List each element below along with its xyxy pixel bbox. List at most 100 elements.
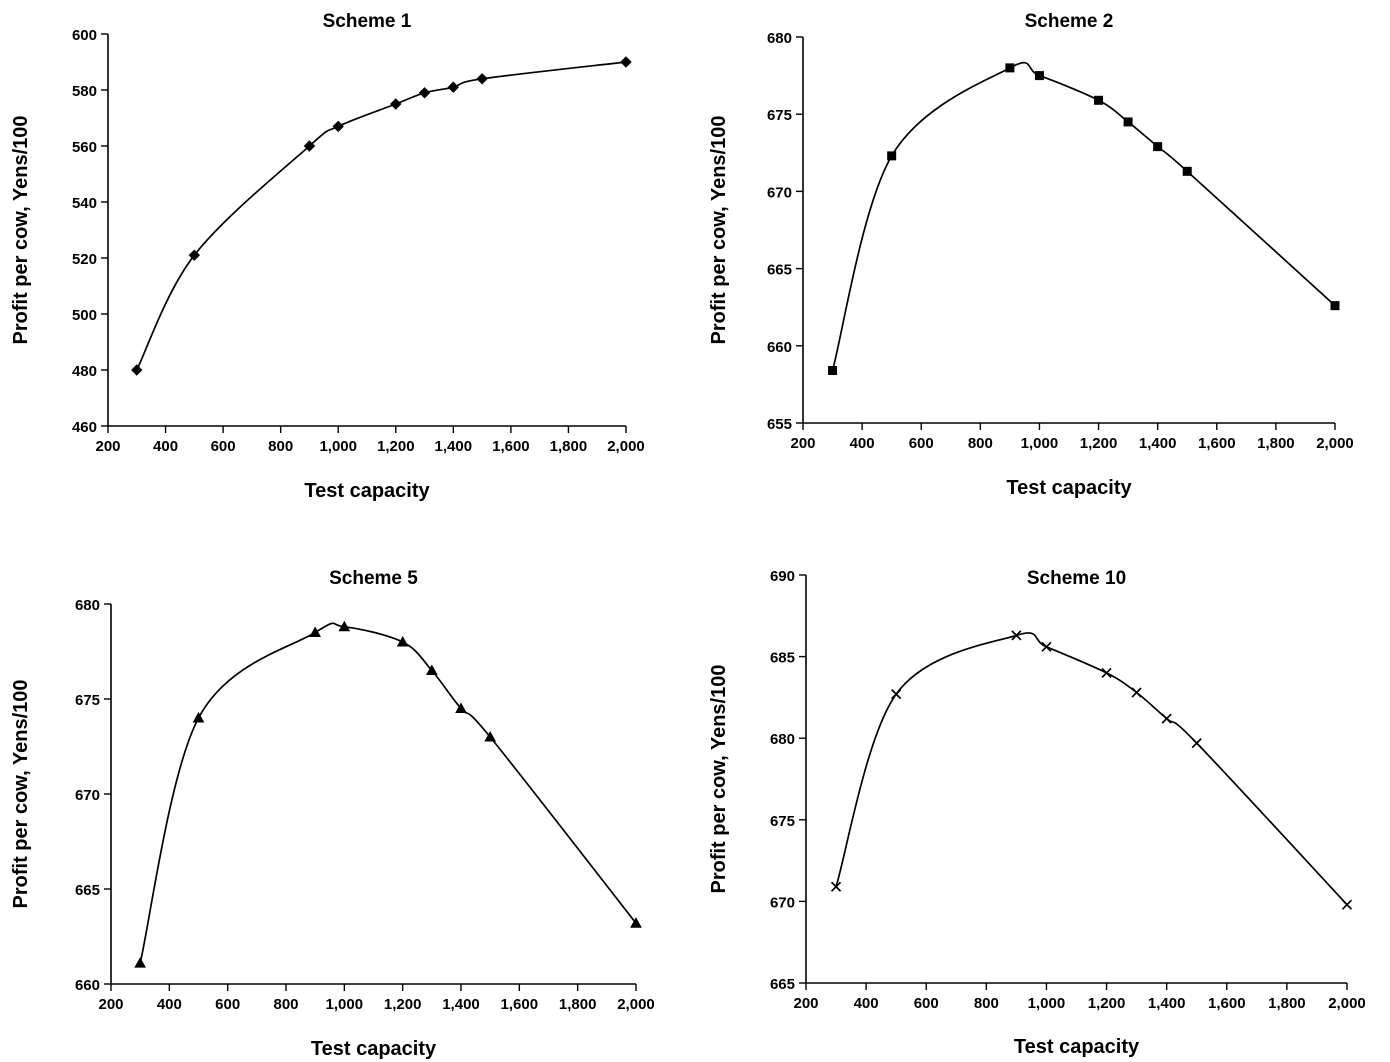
y-tick-label: 675 bbox=[767, 107, 792, 124]
data-point-marker bbox=[1041, 641, 1052, 652]
data-point-marker bbox=[891, 689, 902, 700]
data-point-marker bbox=[455, 702, 467, 713]
data-point-marker bbox=[396, 635, 409, 647]
data-point-marker bbox=[630, 917, 642, 928]
y-axis-title: Profit per cow, Yens/100 bbox=[10, 680, 32, 909]
data-point-marker bbox=[192, 711, 205, 723]
y-tick-label: 655 bbox=[767, 416, 792, 433]
y-axis-title: Profit per cow, Yens/100 bbox=[10, 116, 32, 345]
y-tick-label: 460 bbox=[72, 419, 97, 436]
x-tick-label: 1,200 bbox=[377, 438, 415, 455]
data-point-marker bbox=[425, 664, 438, 675]
data-point-marker bbox=[1011, 630, 1022, 641]
data-point-marker bbox=[338, 620, 351, 632]
data-point-marker bbox=[1123, 117, 1133, 127]
x-tick-label: 1,000 bbox=[1021, 435, 1059, 452]
x-tick-label: 2,000 bbox=[1328, 995, 1366, 1012]
x-tick-label: 1,000 bbox=[319, 438, 357, 455]
data-point-marker bbox=[1034, 71, 1044, 81]
x-tick-label: 200 bbox=[98, 996, 123, 1013]
data-point-marker bbox=[134, 957, 147, 968]
x-tick-label: 1,200 bbox=[384, 996, 422, 1013]
x-tick-label: 1,200 bbox=[1080, 435, 1118, 452]
data-point-marker bbox=[131, 364, 143, 376]
chart-title: Scheme 2 bbox=[1025, 11, 1114, 32]
x-tick-label: 1,600 bbox=[501, 996, 539, 1013]
x-tick-label: 200 bbox=[793, 995, 818, 1012]
x-tick-label: 1,400 bbox=[435, 438, 473, 455]
y-axis-title: Profit per cow, Yens/100 bbox=[708, 665, 730, 894]
y-tick-label: 680 bbox=[75, 597, 100, 614]
y-tick-label: 665 bbox=[770, 976, 795, 993]
x-tick-label: 1,600 bbox=[1198, 435, 1236, 452]
x-tick-label: 2,000 bbox=[607, 438, 645, 455]
y-tick-label: 680 bbox=[770, 731, 795, 748]
x-tick-label: 600 bbox=[909, 435, 934, 452]
series-line bbox=[136, 61, 627, 371]
x-tick-label: 400 bbox=[153, 438, 178, 455]
x-tick-label: 400 bbox=[854, 995, 879, 1012]
y-tick-label: 670 bbox=[767, 184, 792, 201]
x-tick-label: 200 bbox=[95, 438, 120, 455]
x-axis-title: Test capacity bbox=[304, 480, 430, 502]
y-tick-label: 540 bbox=[72, 195, 97, 212]
x-tick-label: 1,800 bbox=[1268, 995, 1306, 1012]
y-tick-label: 690 bbox=[770, 568, 795, 585]
x-tick-label: 600 bbox=[215, 996, 240, 1013]
y-tick-label: 670 bbox=[770, 894, 795, 911]
x-tick-label: 1,400 bbox=[442, 996, 480, 1013]
x-axis-title: Test capacity bbox=[1006, 477, 1132, 499]
data-point-marker bbox=[476, 73, 488, 85]
x-axis-title: Test capacity bbox=[1014, 1036, 1140, 1058]
chart-panel-scheme-1: Scheme 1 460 480 500 520 540 560 580 600 200 400 60… bbox=[10, 11, 645, 502]
x-tick-label: 1,400 bbox=[1139, 435, 1177, 452]
x-tick-label: 1,000 bbox=[326, 996, 364, 1013]
chart-panel-scheme-5: Scheme 5 660 665 670 675 680 200 400 600 800 1,000… bbox=[10, 568, 655, 1060]
data-point-marker bbox=[830, 881, 842, 892]
data-point-marker bbox=[1161, 713, 1172, 724]
x-tick-label: 800 bbox=[268, 438, 293, 455]
y-tick-label: 500 bbox=[72, 307, 97, 324]
series-line bbox=[831, 61, 1336, 371]
x-tick-label: 1,400 bbox=[1148, 995, 1186, 1012]
chart-title: Scheme 5 bbox=[329, 568, 418, 589]
x-tick-label: 1,800 bbox=[550, 438, 588, 455]
y-tick-label: 665 bbox=[767, 262, 792, 279]
y-tick-label: 560 bbox=[72, 139, 97, 156]
y-tick-label: 675 bbox=[75, 692, 100, 709]
data-point-marker bbox=[1330, 301, 1340, 311]
chart-panel-scheme-2: Scheme 2 655 660 665 670 675 680 200 400 600 800 1,… bbox=[708, 11, 1354, 499]
x-tick-label: 400 bbox=[850, 435, 875, 452]
y-tick-label: 660 bbox=[767, 339, 792, 356]
x-tick-label: 1,600 bbox=[492, 438, 530, 455]
data-point-marker bbox=[1191, 737, 1202, 749]
y-tick-label: 670 bbox=[75, 787, 100, 804]
x-tick-label: 800 bbox=[974, 995, 999, 1012]
x-tick-label: 800 bbox=[968, 435, 993, 452]
data-point-marker bbox=[390, 98, 402, 110]
chart-panel-scheme-10: Scheme 10 665 670 675 680 685 690 200 400 600 800 1… bbox=[708, 568, 1366, 1058]
data-point-marker bbox=[484, 730, 497, 742]
y-tick-label: 675 bbox=[770, 813, 795, 830]
x-axis-title: Test capacity bbox=[311, 1038, 437, 1060]
data-point-marker bbox=[887, 151, 897, 161]
x-tick-label: 2,000 bbox=[1316, 435, 1354, 452]
x-tick-label: 1,800 bbox=[559, 996, 597, 1013]
y-tick-label: 680 bbox=[767, 30, 792, 47]
x-tick-label: 1,000 bbox=[1028, 995, 1066, 1012]
data-point-marker bbox=[620, 56, 632, 68]
series-line bbox=[139, 622, 637, 964]
data-point-marker bbox=[447, 81, 460, 93]
y-tick-label: 580 bbox=[72, 83, 97, 100]
x-tick-label: 1,800 bbox=[1257, 435, 1295, 452]
data-point-marker bbox=[1094, 95, 1104, 105]
y-axis-title: Profit per cow, Yens/100 bbox=[708, 116, 730, 345]
x-tick-label: 1,600 bbox=[1208, 995, 1246, 1012]
y-tick-label: 665 bbox=[75, 882, 100, 899]
chart-title: Scheme 1 bbox=[323, 11, 412, 32]
y-tick-label: 480 bbox=[72, 363, 97, 380]
x-tick-label: 1,200 bbox=[1088, 995, 1126, 1012]
x-tick-label: 800 bbox=[273, 996, 298, 1013]
y-tick-label: 660 bbox=[75, 977, 100, 994]
